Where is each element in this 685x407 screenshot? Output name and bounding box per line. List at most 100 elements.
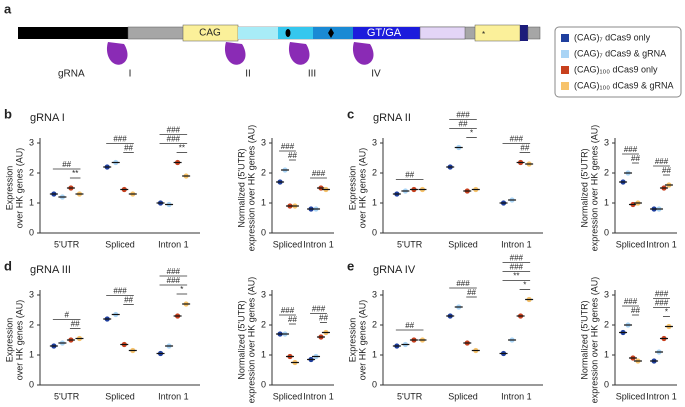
x-tick-label: Spliced <box>448 239 478 249</box>
significance-label: ** <box>179 144 185 153</box>
y-axis-label: Expression <box>4 166 14 211</box>
significance-label: ## <box>124 296 133 305</box>
y-tick-label: 1 <box>261 197 266 207</box>
x-tick-label: Intron 1 <box>646 239 677 249</box>
legend-label: (CAG)₁₀₀ dCas9 only <box>574 64 658 74</box>
significance-label: * <box>180 285 183 294</box>
legend-swatch <box>561 66 569 74</box>
significance-label: ### <box>510 254 524 263</box>
segment <box>419 26 466 40</box>
y-tick-label: 0 <box>604 379 609 389</box>
y-tick-label: 2 <box>372 167 377 177</box>
x-tick-label: Spliced <box>105 391 135 401</box>
site-mark: * <box>482 30 485 39</box>
y-axis-label: over HK genes (AU) <box>357 148 367 229</box>
legend-swatch <box>561 34 569 42</box>
y-tick-label: 3 <box>372 137 377 147</box>
significance-label: ### <box>281 142 295 151</box>
significance-label: ## <box>405 171 414 180</box>
x-tick-label: Spliced <box>105 239 135 249</box>
panel-title: gRNA II <box>373 112 411 124</box>
x-tick-label: Intron 1 <box>158 239 189 249</box>
y-axis-label: Expression <box>347 318 357 363</box>
segment-label: GT/GA <box>367 27 402 39</box>
significance-label: ## <box>631 154 640 163</box>
legend: (CAG)₇ dCas9 only (CAG)₇ dCas9 & gRNA (CAG… <box>554 26 682 98</box>
grna-shape <box>224 42 246 65</box>
grna-shape <box>288 42 310 65</box>
y-tick-label: 0 <box>372 379 377 389</box>
grna-label: gRNA <box>58 69 85 80</box>
panel-title: gRNA IV <box>373 264 416 276</box>
x-tick-label: Intron 1 <box>303 391 334 401</box>
significance-label: # <box>64 311 69 320</box>
segment <box>353 27 420 39</box>
significance-label: ## <box>62 160 71 169</box>
segment <box>238 27 278 39</box>
panel-letter: e <box>347 258 354 273</box>
legend-swatch <box>561 50 569 58</box>
y-axis-label: expression over HK genes (AU) <box>246 277 256 404</box>
legend-label: (CAG)₁₀₀ dCas9 & gRNA <box>574 80 674 90</box>
significance-label: ## <box>319 314 328 323</box>
significance-label: ### <box>281 306 295 315</box>
significance-label: ## <box>71 320 80 329</box>
significance-label: ** <box>72 169 78 178</box>
y-tick-label: 2 <box>29 319 34 329</box>
significance-label: ** <box>513 272 519 281</box>
y-tick-label: 3 <box>261 289 266 299</box>
significance-label: ### <box>624 145 638 154</box>
x-tick-label: 5'UTR <box>397 391 423 401</box>
significance-label: * <box>470 129 473 138</box>
y-axis-label: expression over HK genes (AU) <box>589 125 599 252</box>
significance-label: ### <box>655 299 669 308</box>
y-axis-label: Normalized (5'UTR) <box>579 300 589 379</box>
x-tick-label: Spliced <box>273 391 303 401</box>
significance-label: * <box>523 281 526 290</box>
significance-label: ## <box>288 315 297 324</box>
y-tick-label: 2 <box>29 167 34 177</box>
significance-label: ### <box>655 157 669 166</box>
significance-label: ### <box>167 135 181 144</box>
y-tick-label: 0 <box>261 379 266 389</box>
significance-label: ### <box>113 135 127 144</box>
x-tick-label: Intron 1 <box>158 391 189 401</box>
significance-label: ### <box>456 279 470 288</box>
x-tick-label: Intron 1 <box>303 239 334 249</box>
y-tick-label: 3 <box>372 289 377 299</box>
y-tick-label: 0 <box>604 227 609 237</box>
x-tick-label: 5'UTR <box>54 391 80 401</box>
significance-label: ## <box>405 321 414 330</box>
y-tick-label: 0 <box>372 227 377 237</box>
significance-label: ### <box>312 169 326 178</box>
y-tick-label: 2 <box>261 167 266 177</box>
y-tick-label: 1 <box>29 349 34 359</box>
significance-label: ### <box>456 111 470 120</box>
x-tick-label: Intron 1 <box>501 391 532 401</box>
y-tick-label: 3 <box>604 289 609 299</box>
y-axis-label: over HK genes (AU) <box>357 300 367 381</box>
x-tick-label: Spliced <box>448 391 478 401</box>
y-tick-label: 3 <box>29 289 34 299</box>
y-tick-label: 1 <box>604 349 609 359</box>
significance-label: * <box>665 308 668 317</box>
significance-label: ### <box>655 290 669 299</box>
y-axis-label: over HK genes (AU) <box>14 300 24 381</box>
y-tick-label: 1 <box>372 197 377 207</box>
y-tick-label: 3 <box>29 137 34 147</box>
y-tick-label: 1 <box>604 197 609 207</box>
y-axis-label: over HK genes (AU) <box>14 148 24 229</box>
y-tick-label: 2 <box>261 319 266 329</box>
significance-label: ### <box>113 287 127 296</box>
significance-label: ## <box>520 144 529 153</box>
grna-id: III <box>308 69 316 80</box>
motif <box>285 29 291 37</box>
y-tick-label: 1 <box>29 197 34 207</box>
y-axis-label: Normalized (5'UTR) <box>236 148 246 227</box>
grna-group: I II III IV <box>106 42 381 80</box>
segment <box>527 26 541 40</box>
y-tick-label: 0 <box>261 227 266 237</box>
y-tick-label: 1 <box>372 349 377 359</box>
y-tick-label: 2 <box>604 319 609 329</box>
